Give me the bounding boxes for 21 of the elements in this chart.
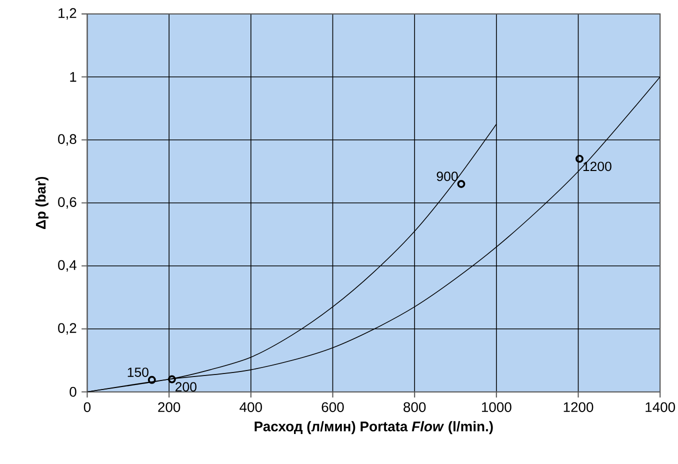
- annotation: 1200: [583, 161, 612, 171]
- y-axis-title: Δp (bar): [35, 176, 48, 229]
- x-tick-label: 1400: [646, 402, 676, 412]
- y-tick-label: 0,6: [58, 196, 76, 208]
- annotation: 900: [436, 171, 458, 181]
- y-tick-label: 0: [70, 386, 76, 397]
- x-tick-label: 400: [240, 402, 262, 412]
- x-tick-label: 600: [322, 402, 344, 412]
- x-tick-label: 200: [158, 402, 180, 412]
- y-tick-label: 0,2: [58, 322, 76, 334]
- x-axis-title: Расход (л/мин) Portata Flow (l/min.): [254, 420, 493, 434]
- x-tick-label: 0: [84, 402, 91, 412]
- x-tick-label: 1200: [564, 402, 594, 412]
- y-tick-label: 0,4: [58, 260, 76, 272]
- y-tick-label: 1: [70, 72, 76, 82]
- annotation: 200: [176, 382, 196, 392]
- x-tick-label: 1000: [482, 402, 512, 412]
- annotation: 150: [128, 367, 148, 377]
- y-tick-label: 1,2: [58, 8, 76, 20]
- y-tick-label: 0,8: [58, 134, 76, 146]
- x-tick-label: 800: [404, 402, 426, 412]
